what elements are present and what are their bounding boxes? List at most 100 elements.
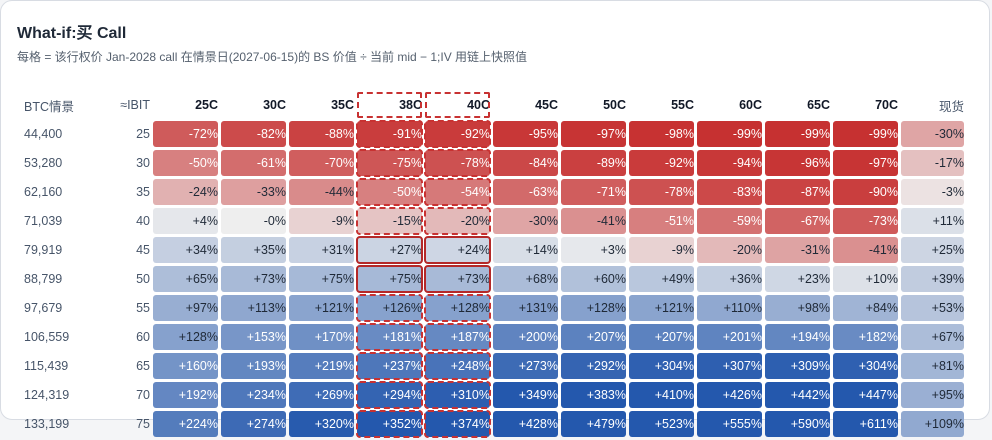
pnl-cell: -84% [493,150,558,176]
pnl-cell: +97% [153,295,218,321]
pnl-cell: +27% [356,236,423,264]
pnl-cell: +269% [289,382,354,408]
pnl-cell: +307% [697,353,762,379]
pnl-cell: +121% [629,295,694,321]
btc-scenario-value: 124,319 [24,388,70,402]
pnl-cell: +309% [765,353,830,379]
whatif-heatmap-table: BTC情景 ≈IBIT 25C 30C 35C 38C 40C 45C 50C … [21,89,967,440]
card-subtitle: 每格 = 该行权价 Jan-2028 call 在情景日(2027-06-15)… [17,50,528,64]
table-row: 97,679 55 +97% +113% +121% +126% +128% +131% +12… [24,294,964,322]
pnl-cell: +128% [561,295,626,321]
pnl-cell: +68% [493,266,558,292]
header-strike-55c: 55C [671,98,694,112]
btc-scenario-value: 79,919 [24,243,63,257]
pnl-cell: +374% [424,410,491,438]
pnl-cell: -0% [221,208,286,234]
pnl-cell: -50% [356,178,423,206]
ibit-price-value: 55 [136,301,150,315]
pnl-cell: +98% [765,295,830,321]
pnl-cell: -71% [561,179,626,205]
btc-scenario-value: 88,799 [24,272,63,286]
header-strike-25c: 25C [195,98,218,112]
btc-scenario-value: 62,160 [24,185,63,199]
pnl-cell: +153% [221,324,286,350]
pnl-cell: -99% [697,121,762,147]
table-row: 62,160 35 -24% -33% -44% -50% -54% -63% -71% -78%… [24,178,964,206]
spot-pnl-cell: +39% [901,266,964,292]
pnl-cell: +428% [493,411,558,437]
pnl-cell: +126% [356,294,423,322]
table-row: 124,319 70 +192% +234% +269% +294% +310% +349% +… [24,381,964,409]
pnl-cell: +49% [629,266,694,292]
pnl-cell: -83% [697,179,762,205]
pnl-cell: +31% [289,237,354,263]
pnl-cell: +65% [153,266,218,292]
table-row: 44,400 25 -72% -82% -88% -91% -92% -95% -97% -98%… [24,120,964,148]
pnl-cell: +304% [629,353,694,379]
pnl-cell: -73% [833,208,898,234]
pnl-cell: +193% [221,353,286,379]
pnl-cell: +187% [424,323,491,351]
ibit-price-value: 50 [136,272,150,286]
pnl-cell: -97% [561,121,626,147]
table-row: 79,919 45 +34% +35% +31% +27% +24% +14% +3% -9% -2… [24,236,964,264]
pnl-cell: -30% [493,208,558,234]
btc-scenario-value: 133,199 [24,417,70,431]
spot-pnl-cell: -17% [901,150,964,176]
pnl-cell: -92% [424,120,491,148]
btc-scenario-value: 115,439 [24,359,69,373]
spot-pnl-cell: -30% [901,121,964,147]
pnl-cell: -75% [356,149,423,177]
table-row: 53,280 30 -50% -61% -70% -75% -78% -84% -89% -92%… [24,149,964,177]
pnl-cell: +383% [561,382,626,408]
pnl-cell: +36% [697,266,762,292]
header-ibit: ≈IBIT [120,98,150,112]
pnl-cell: -89% [561,150,626,176]
pnl-cell: +128% [153,324,218,350]
pnl-cell: +73% [424,265,491,293]
pnl-cell: +292% [561,353,626,379]
pnl-cell: +611% [833,411,898,437]
pnl-cell: +237% [356,352,423,380]
pnl-cell: +410% [629,382,694,408]
pnl-cell: -20% [697,237,762,263]
pnl-cell: -67% [765,208,830,234]
pnl-cell: +310% [424,381,491,409]
pnl-cell: +73% [221,266,286,292]
pnl-cell: +207% [561,324,626,350]
table-row: 88,799 50 +65% +73% +75% +75% +73% +68% +60% +49%… [24,265,964,293]
pnl-cell: +555% [697,411,762,437]
pnl-cell: +34% [153,237,218,263]
pnl-cell: +590% [765,411,830,437]
spot-pnl-cell: +67% [901,324,964,350]
pnl-cell: +219% [289,353,354,379]
pnl-cell: +160% [153,353,218,379]
pnl-cell: +201% [697,324,762,350]
pnl-cell: -82% [221,121,286,147]
pnl-cell: +75% [289,266,354,292]
table-row: 133,199 75 +224% +274% +320% +352% +374% +428% +… [24,410,964,438]
table-row: 106,559 60 +128% +153% +170% +181% +187% +200% +… [24,323,964,351]
btc-scenario-value: 44,400 [24,127,63,141]
header-spot: 现货 [938,99,964,114]
header-strike-45c: 45C [535,98,558,112]
pnl-cell: -9% [289,208,354,234]
header-row: BTC情景 ≈IBIT 25C 30C 35C 38C 40C 45C 50C … [24,92,964,118]
pnl-cell: +224% [153,411,218,437]
header-strike-60c: 60C [739,98,762,112]
pnl-cell: -24% [153,179,218,205]
pnl-cell: +121% [289,295,354,321]
header-strike-35c: 35C [331,98,354,112]
pnl-cell: -41% [561,208,626,234]
header-btc-scenario: BTC情景 [24,99,75,114]
header-strike-70c: 70C [875,98,898,112]
card-title: What-if:买 Call [17,25,127,42]
pnl-cell: -70% [289,150,354,176]
pnl-cell: +447% [833,382,898,408]
header-strike-30c: 30C [263,98,286,112]
pnl-cell: -87% [765,179,830,205]
pnl-cell: +294% [356,381,423,409]
btc-scenario-value: 106,559 [24,330,70,344]
header-strike-40c: 40C [425,92,490,118]
spot-pnl-cell: -3% [901,179,964,205]
